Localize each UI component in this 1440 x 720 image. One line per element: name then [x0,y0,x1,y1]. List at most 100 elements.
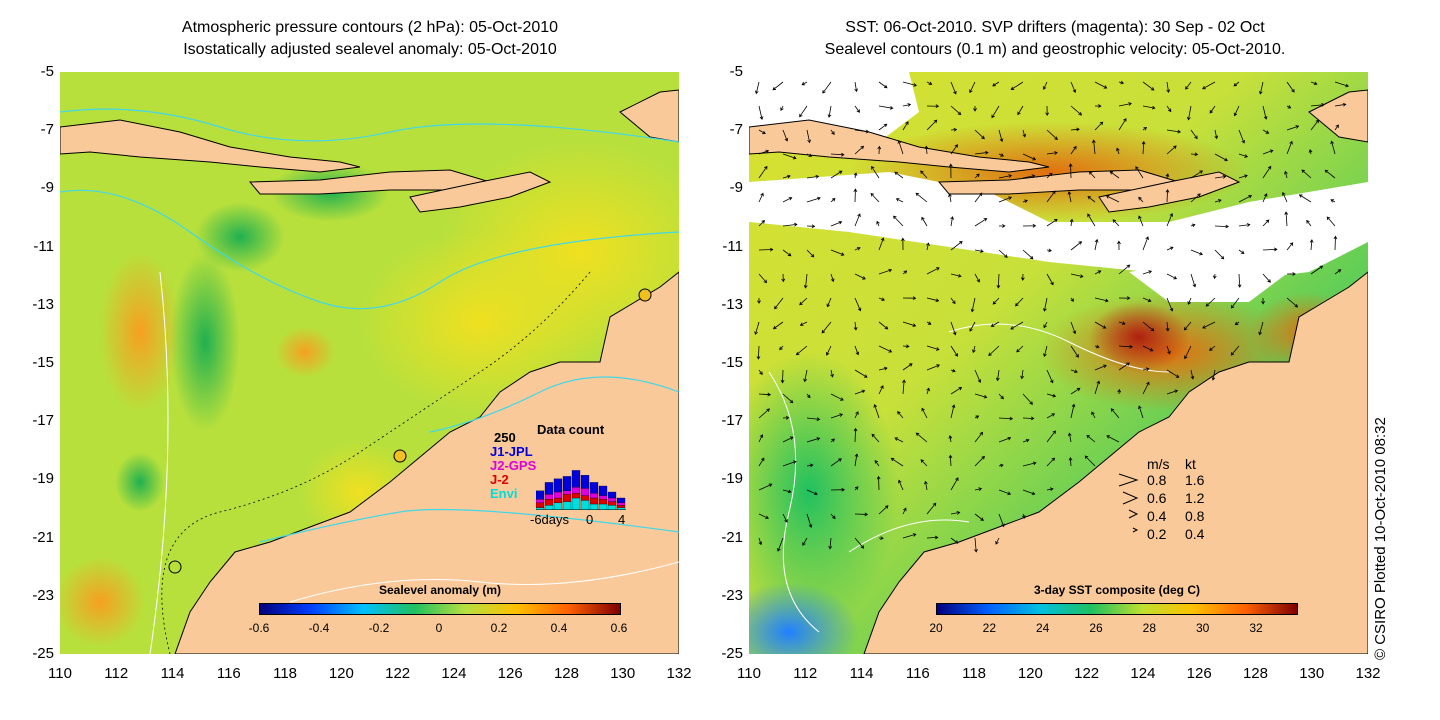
velocity-arrow [1262,165,1272,179]
timor-land [409,171,552,213]
histogram-bar [598,499,608,505]
velocity-arrow [1262,273,1271,283]
histogram-bar [553,497,563,503]
velocity-arrow [1087,196,1096,203]
velocity-arrow [826,297,832,308]
velocity-arrow [974,129,985,140]
velocity-arrow [1258,81,1264,95]
histogram-bar [536,490,545,500]
histogram-bar [553,502,563,510]
left-x-tick-label: 130 [610,665,636,682]
velocity-arrow [1070,241,1083,251]
right-x-tick-label: 120 [1017,665,1043,682]
velocity-arrow [902,121,909,131]
velocity-arrow [1262,149,1274,155]
velocity-scale-header-ms: m/s [1147,456,1170,472]
velocity-arrow [1094,321,1107,329]
velocity-arrow [1334,269,1342,275]
velocity-arrow [1022,416,1035,421]
velocity-arrow [948,454,953,467]
velocity-arrow [871,165,880,179]
velocity-arrow [950,368,956,373]
velocity-arrow [926,387,930,395]
velocity-arrow [974,513,984,521]
velocity-arrow [1070,81,1077,93]
velocity-arrow [1301,169,1312,179]
velocity-arrow [998,196,1012,203]
velocity-arrow [1214,249,1225,260]
right-x-tick-label: 126 [1186,665,1212,682]
velocity-arrow [1333,235,1338,251]
right-x-tick-label: 110 [737,665,761,682]
velocity-arrow [1118,102,1132,107]
velocity-arrow [1070,369,1078,374]
velocity-arrow [1142,236,1149,251]
left-y-tick-label: -19 [32,470,54,488]
velocity-arrow [1045,105,1050,117]
velocity-arrow [758,129,766,135]
velocity-arrow [1310,102,1325,107]
right-x-tick-label: 112 [793,665,818,682]
velocity-arrow [1214,153,1228,162]
colorbar-tick-label: 0.2 [490,621,508,635]
velocity-arrow [969,81,976,94]
velocity-arrow [897,139,904,155]
velocity-arrow [902,533,917,539]
velocity-arrow [782,513,788,523]
velocity-arrow [878,268,893,275]
data-count-x-start: -6days [530,512,570,527]
data-count-x-end: 4 [618,512,626,527]
cloud-mask [749,172,1368,282]
histogram-bar [553,478,563,493]
velocity-arrow [950,321,957,336]
velocity-arrow [877,145,882,155]
velocity-arrow [974,249,984,253]
velocity-arrow [1142,345,1154,352]
velocity-arrow [799,297,808,306]
velocity-arrow [995,537,1000,545]
velocity-arrow [1118,344,1134,349]
velocity-arrow [758,483,773,491]
velocity-arrow [1109,171,1120,179]
left-y-tick-label: -9 [40,179,54,197]
velocity-arrow [1187,297,1192,305]
left-title-line2: Isostatically adjusted sealevel anomaly:… [183,41,557,58]
velocity-arrow [926,364,940,371]
velocity-arrow [830,249,845,256]
velocity-arrow [1166,105,1172,113]
velocity-scale-kt: 0.8 [1185,508,1205,524]
left-x-tick-label: 110 [48,665,72,682]
right-title-line2: Sealevel contours (0.1 m) and geostrophi… [824,41,1286,58]
velocity-arrow [1286,272,1296,276]
velocity-arrow [1138,196,1144,203]
velocity-arrow [1286,81,1295,93]
velocity-arrow [803,273,808,289]
data-count-title: Data count [537,422,605,437]
velocity-arrow [782,174,791,179]
velocity-arrow [1022,223,1037,228]
velocity-arrow [921,216,928,227]
sealevel-anomaly-map: Data count 250 J1-JPL J2-GPS J-2 Envi -6… [60,72,679,654]
left-x-tick-label: 120 [328,665,354,682]
velocity-arrow [1067,191,1072,203]
velocity-arrow [1212,273,1217,280]
right-y-tick-label: -9 [729,179,743,197]
velocity-arrow [1094,344,1100,349]
velocity-arrow [1070,297,1074,302]
velocity-arrow [1142,270,1153,275]
velocity-arrow [754,321,760,336]
left-x-tick-label: 122 [385,665,411,682]
velocity-arrow [1185,81,1192,90]
velocity-arrow [782,129,789,142]
velocity-arrow [1326,216,1336,227]
velocity-arrow [926,242,930,251]
velocity-arrow [1209,105,1216,114]
sealevel-contour [768,371,820,633]
velocity-arrow [1262,105,1268,120]
velocity-arrow [1233,105,1240,117]
velocity-arrow [1046,248,1052,253]
histogram-bar [589,497,599,505]
velocity-arrow [758,165,768,179]
velocity-arrow [1190,273,1197,288]
velocity-arrow [758,513,769,520]
